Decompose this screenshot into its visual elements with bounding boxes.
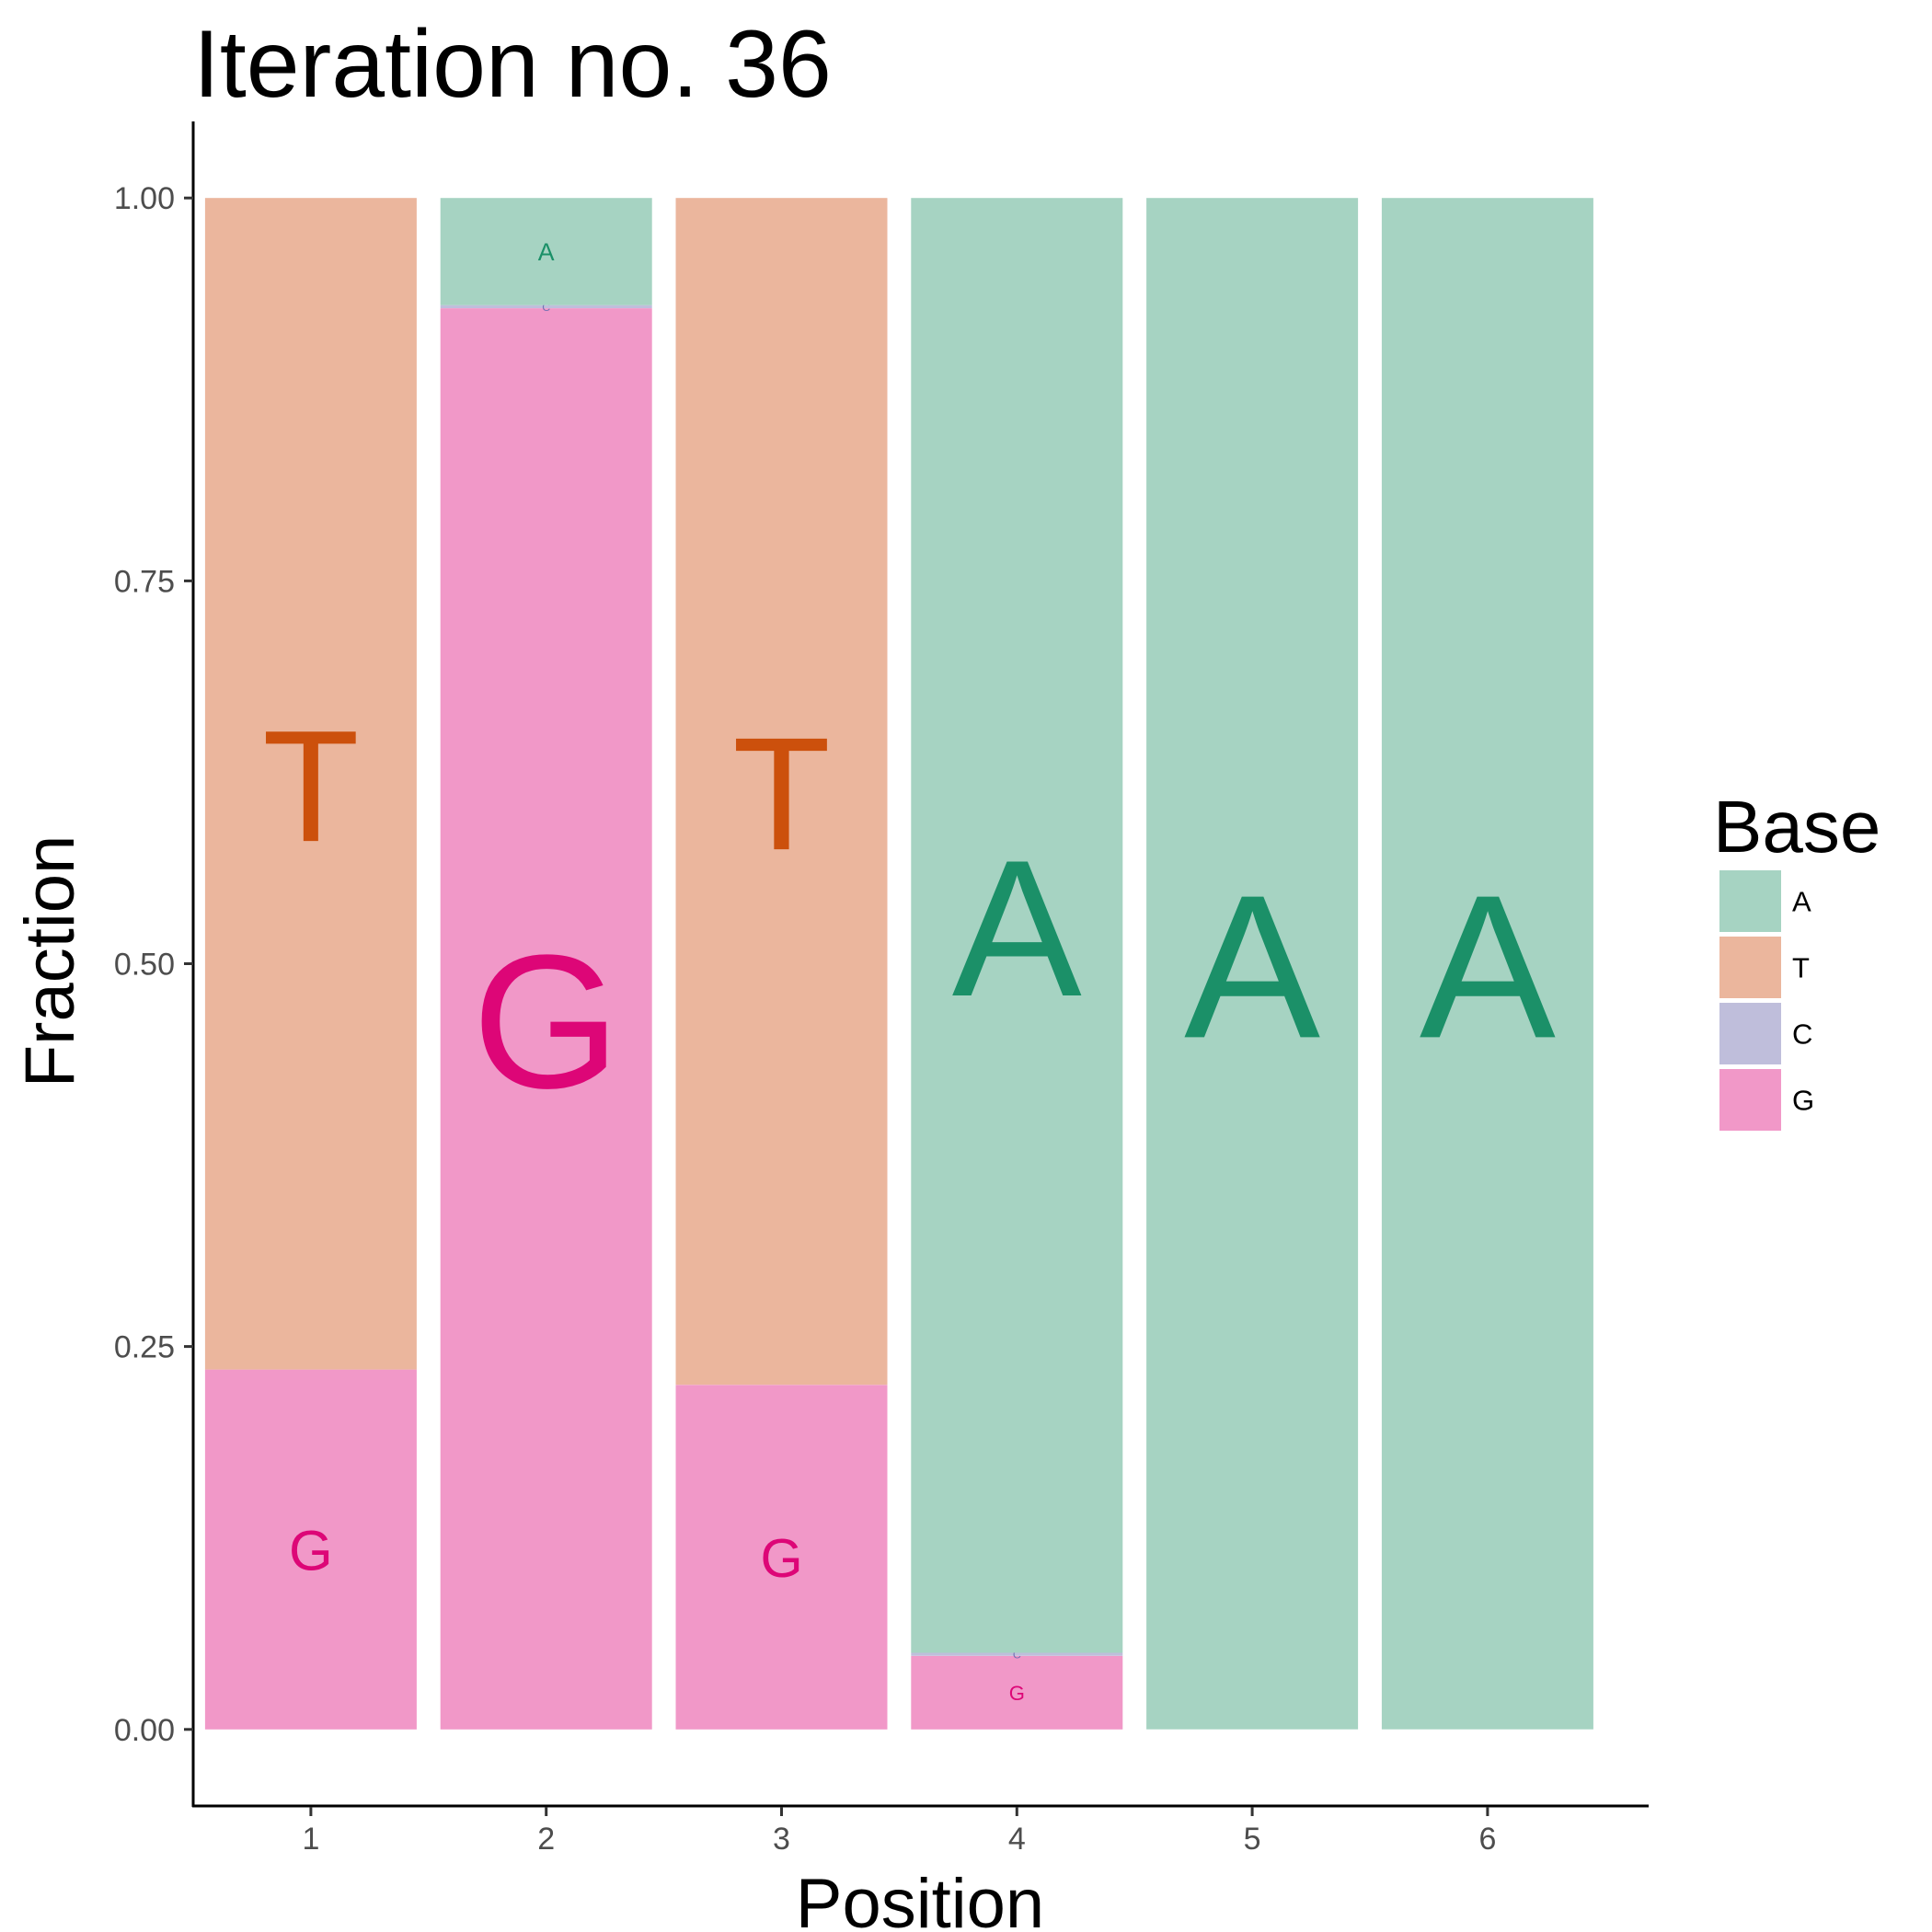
- segment-letter-pos1-T: T: [262, 697, 360, 875]
- legend-title: Base: [1713, 786, 1880, 868]
- x-tick-label: 6: [1478, 1822, 1496, 1857]
- x-tick-label: 4: [1008, 1822, 1026, 1857]
- chart-title: Iteration no. 36: [193, 11, 832, 118]
- x-axis-title: Position: [796, 1865, 1044, 1932]
- segment-letter-pos4-G: G: [1009, 1682, 1025, 1705]
- segment-letter-pos1-G: G: [289, 1519, 333, 1581]
- bar-segment-pos1-G: [204, 1369, 417, 1730]
- segment-letter-pos2-C: C: [542, 301, 550, 314]
- legend-label-C: C: [1792, 1018, 1812, 1051]
- y-tick-label: 0.00: [114, 1713, 175, 1748]
- y-tick-label: 1.00: [114, 181, 175, 216]
- y-tick-label: 0.75: [114, 564, 175, 599]
- segment-letter-pos4-A: A: [952, 820, 1082, 1037]
- y-tick-label: 0.25: [114, 1330, 175, 1365]
- segment-letter-pos4-C: C: [1013, 1649, 1021, 1662]
- bar-segment-pos6-A: [1381, 198, 1593, 1730]
- bar-segment-pos4-G: [911, 1655, 1123, 1730]
- x-tick-label: 2: [537, 1822, 555, 1857]
- legend-key-C: [1719, 1003, 1781, 1064]
- x-tick-label: 3: [773, 1822, 790, 1857]
- bar-segment-pos3-T: [675, 198, 888, 1386]
- bar-segment-pos3-G: [675, 1385, 888, 1730]
- segment-letter-pos3-G: G: [760, 1527, 802, 1589]
- bar-segment-pos4-A: [911, 198, 1123, 1653]
- legend-label-T: T: [1792, 952, 1810, 984]
- bar-segment-pos2-A: [440, 198, 652, 305]
- bar-segment-pos2-G: [440, 308, 652, 1730]
- legend-key-A: [1719, 870, 1781, 932]
- x-ticks-group: 1 2 3 4 5 6: [302, 1807, 1496, 1857]
- segment-letter-pos2-G: G: [472, 915, 620, 1128]
- x-tick-label: 5: [1244, 1822, 1261, 1857]
- segment-letter-pos5-A: A: [1184, 853, 1320, 1081]
- y-axis-title: Fraction: [11, 835, 89, 1088]
- bar-segment-pos5-A: [1146, 198, 1359, 1730]
- y-ticks-group: 0.00 0.25 0.50 0.75 1.00: [114, 181, 193, 1748]
- legend-label-G: G: [1792, 1085, 1814, 1117]
- bar-segment-pos1-T: [204, 198, 417, 1370]
- y-tick-label: 0.50: [114, 948, 175, 983]
- bar-segment-pos4-C: [911, 1652, 1123, 1656]
- bar-segment-pos2-C: [440, 305, 652, 308]
- segment-letter-pos2-A: A: [538, 238, 555, 266]
- legend-key-G: [1719, 1069, 1781, 1131]
- legend-label-A: A: [1792, 886, 1811, 918]
- segment-letter-pos3-T: T: [732, 705, 831, 884]
- legend: A T C G: [1719, 870, 1814, 1131]
- x-tick-label: 1: [302, 1822, 319, 1857]
- segment-letter-pos6-A: A: [1420, 853, 1556, 1081]
- legend-key-T: [1719, 937, 1781, 998]
